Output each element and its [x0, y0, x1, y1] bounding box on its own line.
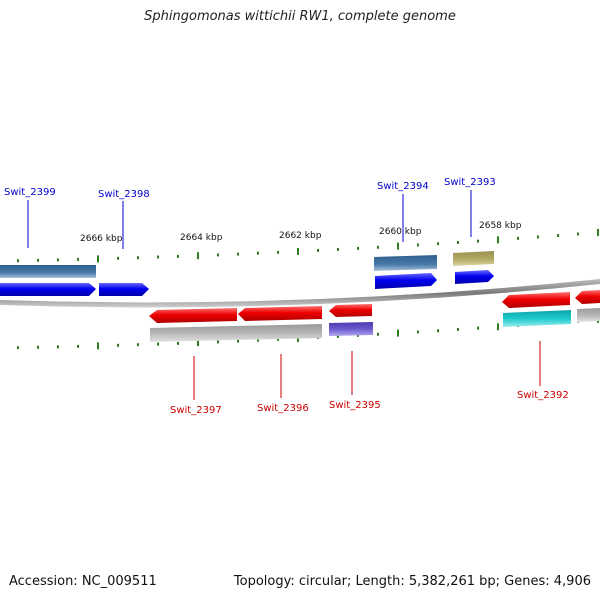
reverse-gene-labels: Swit_2397 Swit_2396 Swit_2395 Swit_2392: [170, 341, 569, 416]
gene-label[interactable]: Swit_2397: [170, 405, 222, 416]
cds-arrow[interactable]: [99, 283, 149, 296]
forward-gene-labels: Swit_2399 Swit_2398 Swit_2394 Swit_2393: [4, 177, 496, 249]
accession-text: Accession: NC_009511: [9, 574, 157, 589]
forward-gene-track: [0, 251, 494, 278]
gene-bar[interactable]: [453, 251, 494, 266]
map-title: Sphingomonas wittichii RW1, complete gen…: [144, 9, 456, 24]
gene-bar[interactable]: [503, 310, 571, 327]
gene-bar[interactable]: [329, 322, 373, 336]
gene-bar[interactable]: [577, 308, 600, 322]
gene-bar[interactable]: [0, 265, 96, 278]
scale-label: 2664 kbp: [180, 233, 223, 243]
gene-label[interactable]: Swit_2392: [517, 390, 569, 401]
reverse-gene-track: [150, 308, 600, 342]
scale-label: 2662 kbp: [279, 231, 322, 241]
scale-label: 2666 kbp: [80, 234, 123, 244]
scale-label: 2658 kbp: [479, 221, 522, 231]
cds-arrow[interactable]: [575, 290, 600, 304]
gene-label[interactable]: Swit_2399: [4, 187, 56, 198]
gene-label[interactable]: Swit_2395: [329, 400, 381, 411]
gene-bar[interactable]: [374, 255, 437, 271]
scale-label: 2660 kbp: [379, 227, 422, 237]
scale-ticks-forward: [17, 228, 599, 263]
cds-arrow[interactable]: [375, 273, 437, 289]
gene-label[interactable]: Swit_2394: [377, 181, 429, 192]
cds-arrow[interactable]: [0, 283, 96, 296]
cds-arrow[interactable]: [455, 270, 494, 284]
cds-arrow[interactable]: [329, 304, 372, 317]
gene-bar[interactable]: [150, 324, 322, 342]
gene-label[interactable]: Swit_2393: [444, 177, 496, 188]
reverse-cds-track: [149, 290, 600, 323]
genome-backbone: [0, 279, 600, 308]
cds-arrow[interactable]: [502, 292, 570, 308]
genome-summary-text: Topology: circular; Length: 5,382,261 bp…: [233, 574, 591, 589]
gene-label[interactable]: Swit_2396: [257, 403, 309, 414]
cds-arrow[interactable]: [238, 306, 322, 321]
scale-labels: 2666 kbp 2664 kbp 2662 kbp 2660 kbp 2658…: [80, 221, 522, 244]
cds-arrow[interactable]: [149, 308, 237, 323]
forward-cds-track: [0, 270, 494, 296]
gene-label[interactable]: Swit_2398: [98, 189, 150, 200]
